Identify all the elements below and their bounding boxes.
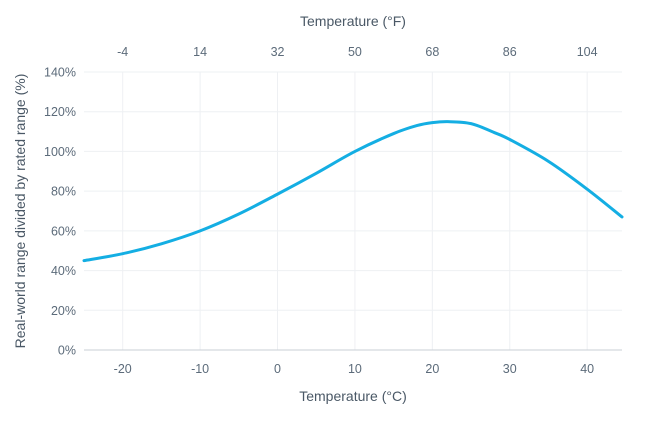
- x2-tick-label: -4: [117, 45, 128, 59]
- y-axis-title: Real-world range divided by rated range …: [12, 74, 28, 349]
- x2-tick-label: 68: [425, 45, 439, 59]
- series-layer: [82, 120, 624, 263]
- y-tick-label: 80%: [51, 185, 76, 199]
- y-tick-label: 100%: [44, 145, 76, 159]
- grid-lines: [84, 71, 622, 351]
- x2-tick-label: 14: [193, 45, 207, 59]
- x-tick-label: -20: [114, 362, 132, 376]
- x-tick-label: 10: [348, 362, 362, 376]
- x-tick-label: 0: [274, 362, 281, 376]
- x-tick-label: 30: [503, 362, 517, 376]
- y-tick-label: 40%: [51, 264, 76, 278]
- x-tick-label: 40: [580, 362, 594, 376]
- tick-labels: 0% 20% 40% 60% 80% 100% 120% 140% -20 -10 0 10 20 30 4…: [44, 45, 598, 376]
- y-tick-label: 60%: [51, 224, 76, 238]
- x2-tick-label: 86: [503, 45, 517, 59]
- range-series-line: [82, 120, 624, 263]
- x2-tick-label: 32: [271, 45, 285, 59]
- top-axis-title: Temperature (°F): [300, 13, 406, 29]
- x-tick-label: -10: [191, 362, 209, 376]
- x2-tick-label: 50: [348, 45, 362, 59]
- x2-tick-label: 104: [577, 45, 598, 59]
- x-axis-title: Temperature (°C): [299, 388, 407, 404]
- y-tick-label: 20%: [51, 304, 76, 318]
- x-tick-label: 20: [425, 362, 439, 376]
- y-tick-label: 140%: [44, 66, 76, 80]
- y-tick-label: 120%: [44, 105, 76, 119]
- y-tick-label: 0%: [58, 344, 76, 358]
